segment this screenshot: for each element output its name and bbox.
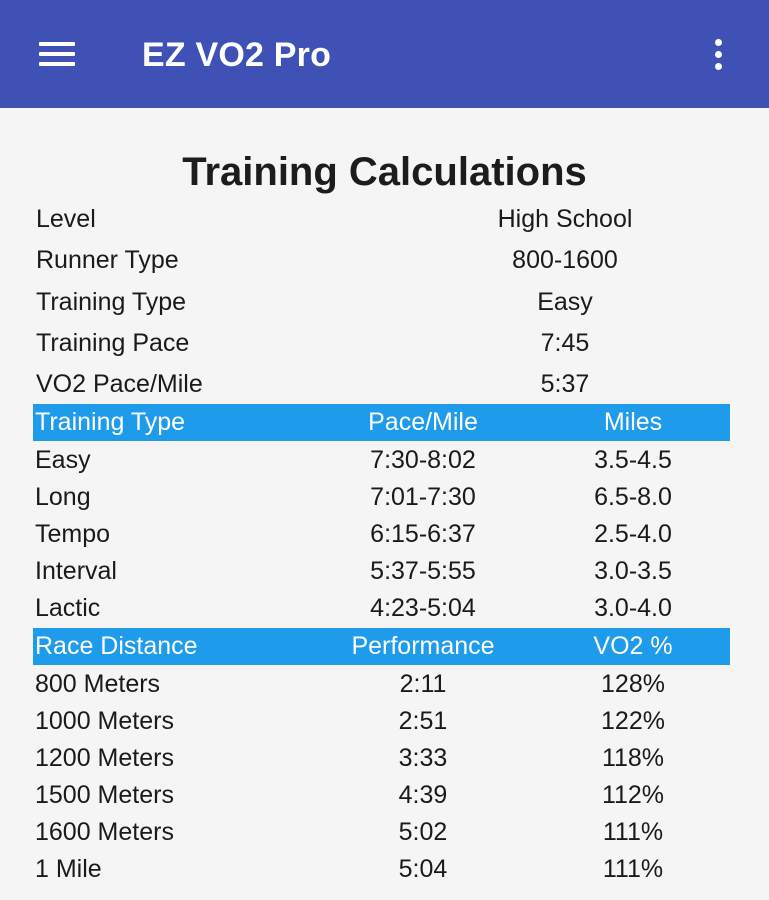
table-row: 800 Meters 2:11 128% bbox=[33, 666, 730, 703]
column-header: Miles bbox=[603, 408, 663, 436]
table-cell: 1500 Meters bbox=[35, 781, 174, 809]
table-cell: 4:23-5:04 bbox=[370, 594, 476, 622]
info-row-vo2-pace: VO2 Pace/Mile 5:37 bbox=[0, 364, 769, 404]
table-row: 1500 Meters 4:39 112% bbox=[33, 777, 730, 814]
table-cell: 5:02 bbox=[398, 818, 448, 846]
table-row: Easy 7:30-8:02 3.5-4.5 bbox=[33, 442, 730, 479]
table-cell: 112% bbox=[601, 781, 665, 809]
table-cell: 7:30-8:02 bbox=[370, 446, 476, 474]
table-row: Tempo 6:15-6:37 2.5-4.0 bbox=[33, 516, 730, 553]
table-cell: 111% bbox=[602, 855, 664, 883]
table-cell: Tempo bbox=[35, 520, 111, 548]
table-row: Lactic 4:23-5:04 3.0-4.0 bbox=[33, 590, 730, 627]
table-cell: 6.5-8.0 bbox=[594, 483, 672, 511]
column-header: Performance bbox=[351, 632, 495, 660]
table-cell: Long bbox=[35, 483, 91, 511]
table-row: Interval 5:37-5:55 3.0-3.5 bbox=[33, 553, 730, 590]
table-row: Long 7:01-7:30 6.5-8.0 bbox=[33, 479, 730, 516]
more-vert-icon[interactable] bbox=[700, 30, 736, 78]
info-value: 5:37 bbox=[540, 370, 590, 398]
info-label: VO2 Pace/Mile bbox=[36, 370, 203, 398]
table-cell: 111% bbox=[602, 818, 664, 846]
info-label: Level bbox=[36, 205, 96, 233]
info-value: 800-1600 bbox=[512, 246, 618, 274]
table-cell: 4:39 bbox=[398, 781, 448, 809]
table-cell: 6:15-6:37 bbox=[370, 520, 476, 548]
app-title: EZ VO2 Pro bbox=[142, 36, 332, 74]
table-row: 1600 Meters 5:02 111% bbox=[33, 814, 730, 851]
table-cell: 2:51 bbox=[398, 707, 448, 735]
table-cell: 5:04 bbox=[398, 855, 448, 883]
table-cell: Interval bbox=[35, 557, 117, 585]
table-cell: 3.5-4.5 bbox=[594, 446, 672, 474]
table-cell: 800 Meters bbox=[35, 670, 161, 698]
info-row-level: Level High School bbox=[0, 199, 769, 239]
table-cell: 1 Mile bbox=[35, 855, 102, 883]
table-cell: 2.5-4.0 bbox=[594, 520, 672, 548]
table-cell: 128% bbox=[601, 670, 665, 698]
table-row: 1 Mile 5:04 111% bbox=[33, 851, 730, 888]
column-header: Training Type bbox=[35, 408, 186, 436]
column-header: Pace/Mile bbox=[368, 408, 478, 436]
column-header: Race Distance bbox=[35, 632, 198, 660]
info-value: High School bbox=[497, 205, 633, 233]
info-row-training-pace: Training Pace 7:45 bbox=[0, 323, 769, 363]
info-row-training-type: Training Type Easy bbox=[0, 282, 769, 322]
table-cell: 1200 Meters bbox=[35, 744, 174, 772]
table-cell: 3:33 bbox=[398, 744, 448, 772]
table-cell: Lactic bbox=[35, 594, 101, 622]
info-label: Training Pace bbox=[36, 329, 190, 357]
table-cell: 1600 Meters bbox=[35, 818, 174, 846]
table-cell: 3.0-3.5 bbox=[594, 557, 672, 585]
info-row-runner-type: Runner Type 800-1600 bbox=[0, 240, 769, 280]
table-row: 1200 Meters 3:33 118% bbox=[33, 740, 730, 777]
table-cell: 3.0-4.0 bbox=[594, 594, 672, 622]
info-label: Runner Type bbox=[36, 246, 179, 274]
page-title: Training Calculations bbox=[182, 150, 587, 194]
table-cell: 2:11 bbox=[399, 670, 447, 698]
table-cell: 1000 Meters bbox=[35, 707, 174, 735]
table-cell: 5:37-5:55 bbox=[370, 557, 476, 585]
column-header: VO2 % bbox=[593, 632, 673, 660]
content-area: Training Calculations Level High School … bbox=[0, 108, 769, 900]
table-cell: 122% bbox=[601, 707, 665, 735]
table-cell: Easy bbox=[35, 446, 91, 474]
table-cell: 118% bbox=[601, 744, 665, 772]
info-label: Training Type bbox=[36, 288, 187, 316]
hamburger-menu-icon[interactable] bbox=[28, 28, 86, 78]
training-table-header: Training Type Pace/Mile Miles bbox=[33, 404, 730, 441]
info-value: Easy bbox=[537, 288, 593, 316]
info-value: 7:45 bbox=[540, 329, 590, 357]
table-row: 1000 Meters 2:51 122% bbox=[33, 703, 730, 740]
race-table-header: Race Distance Performance VO2 % bbox=[33, 628, 730, 665]
table-cell: 7:01-7:30 bbox=[370, 483, 476, 511]
app-bar: EZ VO2 Pro bbox=[0, 0, 769, 108]
